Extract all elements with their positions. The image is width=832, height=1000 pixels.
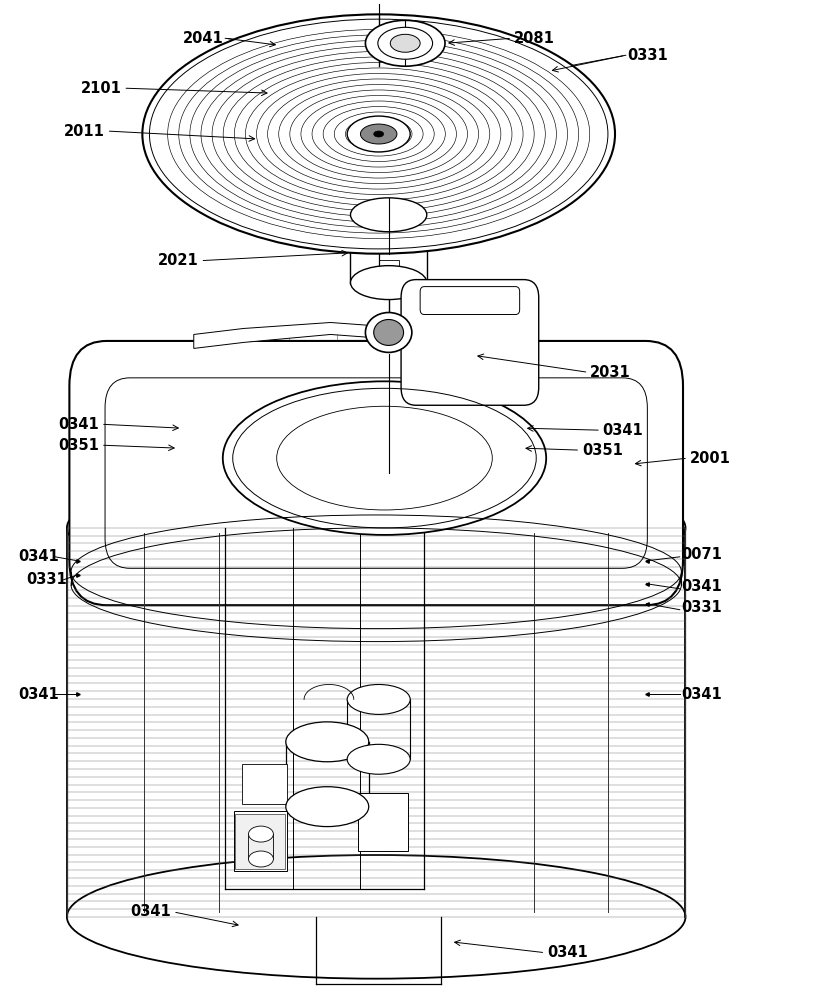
Ellipse shape [374,131,384,137]
Text: 2081: 2081 [514,31,555,46]
Ellipse shape [67,855,686,979]
Polygon shape [194,322,384,348]
Bar [358,793,408,851]
Text: 0341: 0341 [681,579,722,594]
Text: 0331: 0331 [627,48,668,63]
Ellipse shape [390,34,420,52]
Text: 0341: 0341 [681,687,722,702]
Text: 2031: 2031 [590,365,631,380]
Ellipse shape [347,116,410,152]
Text: 2101: 2101 [81,81,121,96]
Text: 2011: 2011 [64,124,105,139]
Ellipse shape [223,381,546,535]
FancyBboxPatch shape [401,280,539,405]
Ellipse shape [347,744,410,774]
Ellipse shape [350,266,427,300]
Ellipse shape [286,787,369,827]
Text: 0331: 0331 [681,600,722,615]
Bar [234,811,288,871]
Text: 2001: 2001 [690,451,730,466]
Bar [242,764,288,804]
Text: 0351: 0351 [58,438,99,453]
Ellipse shape [350,198,427,232]
Ellipse shape [249,826,274,842]
FancyBboxPatch shape [420,287,520,315]
Text: 0341: 0341 [131,904,171,919]
FancyBboxPatch shape [69,341,683,605]
Text: 0351: 0351 [582,443,622,458]
Text: 2041: 2041 [183,31,224,46]
Ellipse shape [142,14,615,254]
Ellipse shape [347,684,410,714]
Text: 0341: 0341 [602,423,643,438]
Text: 2021: 2021 [158,253,199,268]
Text: 0331: 0331 [27,572,67,587]
Text: 0341: 0341 [18,549,59,564]
Ellipse shape [360,124,397,144]
Bar [235,814,285,869]
Ellipse shape [378,27,433,59]
Ellipse shape [374,320,404,345]
Ellipse shape [67,466,686,590]
Ellipse shape [365,313,412,352]
Ellipse shape [286,722,369,762]
Text: 0341: 0341 [18,687,59,702]
Bar [380,212,390,220]
Text: 0341: 0341 [547,945,587,960]
Text: 0341: 0341 [58,417,99,432]
Ellipse shape [365,20,445,66]
Ellipse shape [249,851,274,867]
Bar [379,260,399,278]
Text: 0071: 0071 [681,547,722,562]
